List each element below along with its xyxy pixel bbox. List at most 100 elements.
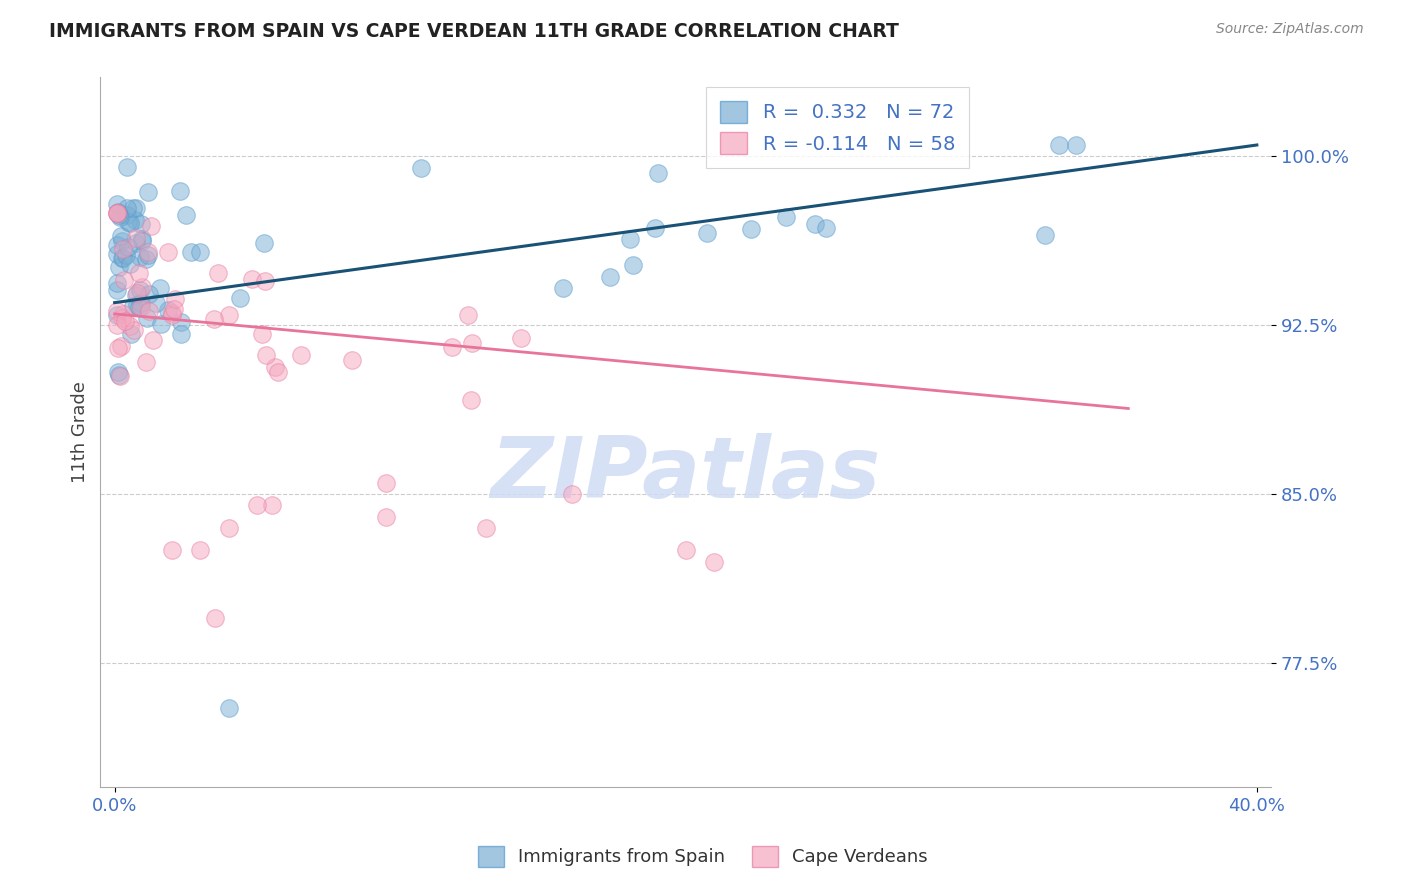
Point: [1047, 138, 1070, 153]
Point: [621, 259, 644, 273]
Point: [115, 208, 138, 222]
Point: [118, 257, 141, 271]
Point: [124, 213, 146, 227]
Point: [803, 217, 825, 231]
Point: [644, 220, 666, 235]
Point: [599, 270, 621, 285]
Point: [129, 300, 152, 314]
Point: [254, 274, 277, 288]
Point: [107, 205, 129, 219]
Point: [117, 215, 139, 229]
Point: [475, 521, 498, 535]
Point: [127, 298, 149, 312]
Point: [509, 331, 531, 345]
Point: [107, 365, 129, 379]
Point: [135, 354, 157, 368]
Point: [111, 251, 134, 265]
Point: [218, 701, 240, 715]
Point: [157, 245, 180, 260]
Point: [260, 499, 283, 513]
Point: [695, 226, 717, 240]
Point: [647, 166, 669, 180]
Point: [135, 310, 157, 325]
Text: IMMIGRANTS FROM SPAIN VS CAPE VERDEAN 11TH GRADE CORRELATION CHART: IMMIGRANTS FROM SPAIN VS CAPE VERDEAN 11…: [49, 22, 898, 41]
Point: [457, 309, 479, 323]
Point: [440, 340, 463, 354]
Point: [117, 201, 139, 215]
Point: [127, 286, 149, 301]
Point: [136, 185, 159, 199]
Point: [170, 315, 193, 329]
Point: [264, 359, 287, 374]
Point: [125, 201, 148, 215]
Point: [131, 279, 153, 293]
Point: [202, 311, 225, 326]
Point: [461, 336, 484, 351]
Legend: Immigrants from Spain, Cape Verdeans: Immigrants from Spain, Cape Verdeans: [471, 838, 935, 874]
Point: [560, 487, 582, 501]
Point: [107, 308, 129, 322]
Point: [374, 509, 396, 524]
Point: [1064, 138, 1087, 153]
Point: [135, 252, 157, 266]
Point: [120, 326, 142, 341]
Legend: R =  0.332   N = 72, R = -0.114   N = 58: R = 0.332 N = 72, R = -0.114 N = 58: [706, 87, 969, 168]
Point: [204, 611, 226, 625]
Point: [107, 247, 129, 261]
Point: [163, 292, 186, 306]
Point: [107, 304, 129, 318]
Point: [675, 543, 697, 558]
Point: [246, 499, 269, 513]
Point: [107, 206, 129, 220]
Point: [115, 248, 138, 262]
Point: [125, 236, 148, 251]
Point: [107, 276, 129, 290]
Point: [107, 197, 129, 211]
Point: [170, 327, 193, 342]
Point: [229, 291, 252, 305]
Point: [118, 216, 141, 230]
Point: [240, 271, 263, 285]
Point: [121, 299, 143, 313]
Point: [107, 238, 129, 252]
Point: [108, 260, 131, 275]
Y-axis label: 11th Grade: 11th Grade: [72, 381, 89, 483]
Point: [150, 317, 173, 331]
Point: [107, 205, 129, 219]
Point: [160, 543, 183, 558]
Point: [619, 231, 641, 245]
Point: [128, 283, 150, 297]
Point: [254, 348, 277, 362]
Point: [107, 209, 129, 223]
Point: [141, 219, 163, 234]
Point: [111, 251, 134, 265]
Point: [553, 281, 575, 295]
Point: [174, 208, 197, 222]
Point: [107, 318, 129, 333]
Point: [125, 288, 148, 302]
Point: [107, 368, 129, 382]
Point: [218, 521, 240, 535]
Point: [814, 220, 837, 235]
Point: [114, 314, 136, 328]
Point: [136, 248, 159, 262]
Point: [107, 205, 129, 219]
Point: [122, 323, 145, 337]
Point: [121, 201, 143, 215]
Point: [740, 221, 762, 235]
Point: [128, 300, 150, 314]
Point: [107, 283, 129, 297]
Point: [128, 266, 150, 280]
Point: [169, 184, 191, 198]
Point: [115, 160, 138, 174]
Point: [129, 218, 152, 232]
Point: [129, 296, 152, 310]
Point: [124, 230, 146, 244]
Point: [267, 365, 290, 379]
Point: [218, 308, 240, 322]
Point: [703, 555, 725, 569]
Point: [340, 353, 363, 368]
Point: [290, 348, 312, 362]
Point: [775, 210, 797, 224]
Point: [250, 326, 273, 341]
